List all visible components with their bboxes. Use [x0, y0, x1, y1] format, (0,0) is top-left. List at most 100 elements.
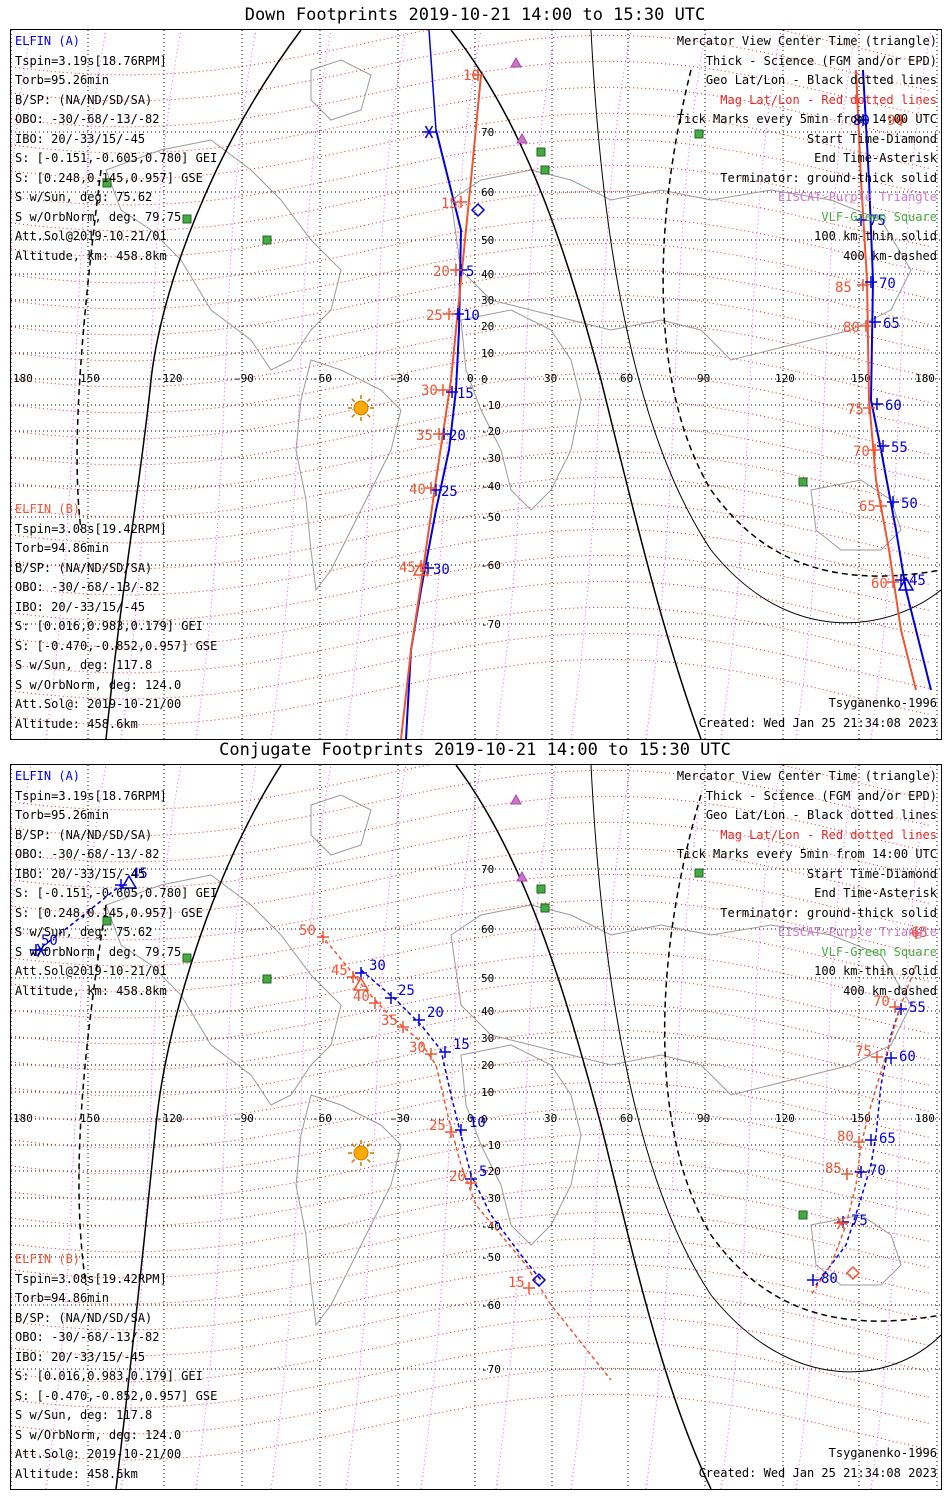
map-panel-conjugate: 180 150 -120 -90 -60 -30 0 30 60 90 120 150 180 70 60 5…: [10, 764, 942, 1490]
elfin-b-track-label: 80: [837, 1129, 854, 1145]
elfin-b-track: [400, 74, 482, 739]
elfin-b-name: ELFIN (B): [15, 502, 81, 516]
legend-item: Geo Lat/Lon - Black dotted lines: [705, 73, 937, 87]
elfin-b-track-label: 20: [433, 264, 450, 280]
elfin-a-track-label: 25: [441, 484, 458, 500]
mag-meridian: [120, 30, 182, 739]
mag-meridian: [420, 30, 482, 739]
created-date: Created: Wed Jan 25 21:34:08 2023: [698, 1466, 937, 1480]
elfin-a-track-label: 50: [901, 496, 918, 512]
terminator-line: [455, 765, 712, 1489]
elfin-b-track-label: 30: [421, 383, 438, 399]
lon-tick-label: -120: [156, 372, 183, 385]
elfin-a-line: Att.Sol@2019-10-21/01: [15, 964, 167, 978]
end-asterisk-icon: [36, 943, 46, 957]
vlf-square-icon: [182, 953, 192, 963]
elfin-b-track-label: 35: [381, 1013, 398, 1029]
start-diamond-icon: [470, 202, 486, 218]
lon-tick-label: 60: [620, 1112, 633, 1125]
lon-tick-label: 30: [544, 1112, 557, 1125]
elfin-b-track-label: 75: [847, 402, 864, 418]
vlf-square-icon: [102, 916, 112, 926]
elfin-b-line: S w/OrbNorm, deg: 124.0: [15, 1427, 182, 1442]
legend-item: Start Time-Diamond: [806, 131, 937, 146]
model-name: Tsyganenko-1996: [828, 1446, 937, 1460]
vlf-square-icon: [694, 868, 704, 878]
elfin-b-track: [855, 69, 917, 691]
elfin-b-line: Att.Sol@: 2019-10-21/00: [15, 1447, 182, 1461]
elfin-b-track-label: 70: [873, 994, 890, 1010]
elfin-b-line: Tspin=3.08s[19.42RPM]: [15, 521, 167, 536]
elfin-b-line: S: [-0.470,-0.852,0.957] GSE: [15, 638, 218, 653]
center-time-triangle-icon: [120, 874, 138, 889]
start-diamond-icon: [845, 1265, 861, 1281]
elfin-b-line: IBO: 20/-33/15/-45: [15, 1349, 146, 1364]
mag-meridian: [795, 30, 857, 739]
elfin-a-track-label: 65: [883, 316, 900, 332]
elfin-a-track-label: 20: [427, 1005, 444, 1021]
legend-item: Start Time-Diamond: [806, 866, 937, 881]
elfin-a-line: S w/OrbNorm, deg: 79.75: [15, 209, 182, 224]
lon-tick-label: -120: [156, 1112, 183, 1125]
elfin-a-line: S w/Sun, deg: 75.62: [15, 925, 153, 939]
mag-meridian: [270, 30, 332, 739]
lon-tick-label: 150: [851, 372, 871, 385]
elfin-a-track-label: 50: [41, 933, 58, 949]
elfin-b-track-label: 70: [853, 444, 870, 460]
model-name: Tsyganenko-1996: [828, 696, 937, 710]
lat-tick-label: -50: [481, 511, 501, 524]
elfin-b-track-label: 15: [441, 196, 458, 212]
mag-meridian: [45, 30, 107, 739]
legend-item: Mercator View Center Time (triangle): [676, 769, 937, 783]
elfin-b-track-label: 25: [429, 1118, 446, 1134]
lon-tick-label: -90: [234, 1112, 254, 1125]
elfin-b-track-label: 50: [299, 923, 316, 939]
mag-meridian: [870, 30, 932, 739]
vlf-square-icon: [536, 884, 546, 894]
elfin-b-line: Altitude: 458.6km: [15, 716, 138, 731]
lon-tick-label: 150: [80, 372, 100, 385]
mag-meridian: [120, 765, 182, 1489]
coastline: [460, 1044, 582, 1246]
elfin-a-line: S w/OrbNorm, deg: 79.75: [15, 944, 182, 959]
mag-meridian: [345, 30, 407, 739]
elfin-b-track-label: 35: [416, 428, 433, 444]
coastline: [105, 874, 342, 1106]
elfin-b-track-label: 90: [887, 113, 904, 129]
legend-item: End Time-Asterisk: [814, 151, 937, 165]
elfin-a-track-label: 45: [909, 573, 926, 589]
lat-tick-label: -70: [481, 1363, 501, 1376]
eiscat-triangle-icon: [516, 132, 528, 144]
lat-tick-label: -60: [481, 559, 501, 572]
lon-tick-label: 180: [13, 1112, 33, 1125]
legend-item: Mag Lat/Lon - Red dotted lines: [720, 92, 937, 107]
mag-meridian: [270, 765, 332, 1489]
legend-item: Mercator View Center Time (triangle): [676, 34, 937, 48]
elfin-a-line: S: [0.248,0.145,0.957] GSE: [15, 170, 203, 185]
elfin-b-line: Att.Sol@: 2019-10-21/00: [15, 697, 182, 711]
legend-item: Tick Marks every 5min from 14:00 UTC: [676, 847, 937, 861]
mag-meridian: [645, 765, 707, 1489]
mag-meridian: [795, 765, 857, 1489]
elfin-a-track: [815, 1004, 902, 1286]
legend-item: Mag Lat/Lon - Red dotted lines: [720, 827, 937, 842]
legend-item: 100 km-thin solid: [814, 229, 937, 243]
lon-tick-label: -60: [312, 1112, 332, 1125]
terminator-line: [76, 169, 102, 531]
elfin-b-line: S w/OrbNorm, deg: 124.0: [15, 677, 182, 692]
lat-tick-label: -60: [481, 1299, 501, 1312]
elfin-b-line: Altitude: 458.6km: [15, 1466, 138, 1481]
mag-parallel: [11, 294, 932, 362]
legend-item: 400 km-dashed: [843, 983, 937, 998]
elfin-b-line: S w/Sun, deg: 117.8: [15, 658, 153, 672]
legend-item: End Time-Asterisk: [814, 886, 937, 900]
elfin-a-line: S: [-0.151,-0.605,0.780] GEI: [15, 886, 218, 900]
legend-item: VLF-Green Square: [821, 209, 937, 224]
mag-meridian: [720, 30, 782, 739]
end-asterisk-icon: [424, 125, 434, 139]
elfin-a-track-label: 75: [869, 213, 886, 229]
elfin-b-track-label: 60: [871, 576, 888, 592]
elfin-b-line: B/SP: (NA/ND/SD/SA): [15, 1310, 153, 1325]
elfin-a-info: ELFIN (A) Tspin=3.19s[18.76RPM] Torb=95.…: [15, 32, 217, 266]
vlf-square-icon: [262, 974, 272, 984]
